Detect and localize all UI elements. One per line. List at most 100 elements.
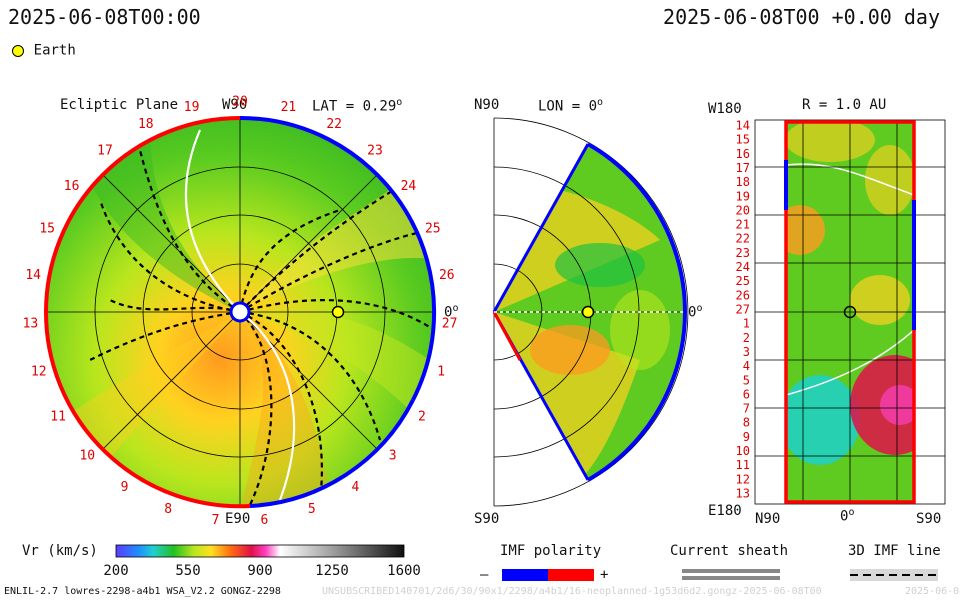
radial-carrington-label: 11	[736, 458, 750, 472]
ecliptic-carrington-label: 4	[351, 480, 359, 495]
ecliptic-carrington-label: 19	[184, 100, 200, 115]
ecliptic-title: Ecliptic Plane	[60, 97, 179, 113]
radial-r-label: R = 1.0 AU	[802, 97, 887, 113]
ecliptic-lat-label: LAT = 0.29o	[312, 97, 403, 115]
ecliptic-carrington-label: 21	[281, 100, 297, 115]
ecliptic-carrington-label: 8	[164, 502, 172, 517]
radial-carrington-label: 18	[736, 175, 750, 189]
ecliptic-carrington-label: 15	[39, 221, 55, 236]
radial-top-label: W180	[708, 101, 742, 117]
imf-line-label: 3D IMF line	[848, 543, 941, 559]
radial-carrington-label: 4	[743, 359, 750, 373]
ecliptic-carrington-label: 22	[326, 117, 342, 132]
radial-carrington-label: 14	[736, 119, 750, 133]
radial-carrington-label: 1	[743, 317, 750, 331]
ecliptic-carrington-label: 2	[418, 410, 426, 425]
radial-carrington-label: 2	[743, 331, 750, 345]
ecliptic-carrington-label: 13	[23, 317, 39, 332]
ecliptic-carrington-label: 20	[232, 95, 248, 110]
radial-mid-label: 0o	[840, 507, 855, 525]
radial-carrington-label: 27	[736, 303, 750, 317]
colorbar-tick-label: 200	[103, 563, 128, 579]
ecliptic-plane-panel: 20 21222324252627123456789101112131415161…	[23, 95, 458, 529]
ecliptic-carrington-label: 12	[31, 365, 47, 380]
ecliptic-right-label: 0o	[444, 303, 459, 321]
meridional-plane-panel	[492, 117, 689, 507]
ecliptic-carrington-label: 17	[97, 144, 113, 159]
run-id: UNSUBSCRIBED140701/2d6/30/90x1/2298/a4b1…	[322, 586, 822, 597]
radial-carrington-label: 25	[736, 274, 750, 288]
radial-carrington-label: 12	[736, 472, 750, 486]
radial-carrington-label: 10	[736, 444, 750, 458]
ecliptic-carrington-label: 14	[25, 268, 41, 283]
earth-label: Earth	[33, 42, 76, 59]
ecliptic-carrington-label: 5	[308, 502, 316, 517]
earth-marker-icon	[12, 44, 24, 57]
radial-carrington-label: 3	[743, 345, 750, 359]
ecliptic-carrington-label: 18	[138, 117, 154, 132]
ecliptic-carrington-label: 16	[64, 179, 80, 194]
radial-carrington-label: 13	[736, 487, 750, 501]
imf-minus-label: –	[480, 567, 489, 583]
earth-legend: Earth	[12, 40, 76, 59]
ecliptic-carrington-label: 9	[121, 480, 129, 495]
ecliptic-carrington-label: 25	[425, 221, 441, 236]
colorbar-tick-label: 1250	[315, 563, 349, 579]
ecliptic-carrington-label: 6	[260, 513, 268, 528]
radial-right-label: S90	[916, 511, 942, 527]
radial-carrington-label: 5	[743, 373, 750, 387]
imf-negative-swatch	[502, 569, 548, 581]
radial-carrington-label: 15	[736, 133, 750, 147]
ecliptic-carrington-label: 11	[50, 410, 66, 425]
radial-carrington-label: 24	[736, 260, 750, 274]
ecliptic-carrington-label: 26	[439, 268, 455, 283]
radial-carrington-label: 17	[736, 161, 750, 175]
imf-positive-swatch	[548, 569, 594, 581]
radial-surface-panel: 1415161718192021222324252627123456789101…	[736, 119, 946, 505]
radial-carrington-label: 22	[736, 232, 750, 246]
ecliptic-carrington-label: 1	[437, 365, 445, 380]
radial-carrington-label: 20	[736, 203, 750, 217]
ecliptic-top-label: W90	[222, 97, 248, 113]
ecliptic-carrington-label: 23	[367, 144, 383, 159]
ecliptic-carrington-label: 27	[442, 317, 458, 332]
radial-carrington-label: 8	[743, 416, 750, 430]
radial-left-label: N90	[755, 511, 781, 527]
radial-bottom-label: E180	[708, 503, 742, 519]
meridional-bottom-label: S90	[474, 511, 500, 527]
imf-polarity-label: IMF polarity	[500, 543, 602, 559]
ecliptic-carrington-labels: 20 21222324252627123456789101112131415161…	[23, 95, 458, 529]
colorbar: 200 550 900 1250 1600	[103, 544, 421, 579]
ecliptic-bottom-label: E90	[225, 511, 251, 527]
radial-carrington-label: 7	[743, 402, 750, 416]
earth-marker-radial	[843, 305, 857, 319]
earth-marker-meridional	[581, 305, 595, 319]
colorbar-tick-label: 900	[247, 563, 272, 579]
sun-icon	[229, 301, 251, 323]
current-sheath-swatch	[682, 569, 780, 580]
left-timestamp: 2025-06-08T00:00	[8, 5, 201, 29]
ecliptic-carrington-label: 10	[79, 449, 95, 464]
earth-marker-ecliptic	[331, 305, 345, 319]
colorbar-tick-label: 1600	[387, 563, 421, 579]
radial-carrington-label: 16	[736, 147, 750, 161]
right-timestamp: 2025-06-08T00 +0.00 day	[663, 5, 940, 29]
ecliptic-carrington-label: 7	[212, 513, 220, 528]
colorbar-tick-label: 550	[175, 563, 200, 579]
meridional-top-label: N90	[474, 97, 500, 113]
imf-line-swatch	[850, 569, 938, 581]
radial-carrington-label: 19	[736, 189, 750, 203]
colorbar-quantity-label: Vr (km/s)	[22, 543, 98, 559]
ecliptic-carrington-label: 24	[401, 179, 417, 194]
current-sheath-label: Current sheath	[670, 543, 789, 559]
radial-carrington-label: 21	[736, 218, 750, 232]
radial-carrington-label: 26	[736, 288, 750, 302]
corner-date: 2025-06-08	[905, 586, 960, 597]
meridional-lon-label: LON = 0o	[538, 97, 604, 115]
radial-carrington-label: 23	[736, 246, 750, 260]
radial-carrington-label: 9	[743, 430, 750, 444]
ecliptic-carrington-label: 3	[389, 449, 397, 464]
meridional-right-label: 0o	[688, 303, 703, 321]
radial-carrington-label: 6	[743, 387, 750, 401]
